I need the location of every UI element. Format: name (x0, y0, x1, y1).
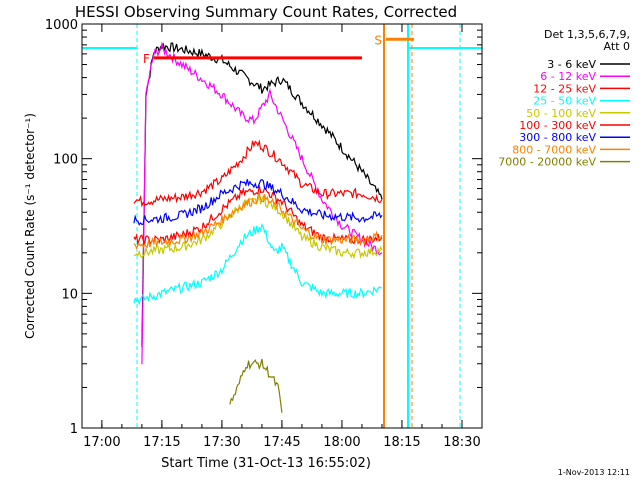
footer-timestamp: 1-Nov-2013 12:11 (558, 468, 630, 477)
series-line-9 (229, 358, 283, 413)
annotations: FS (143, 33, 414, 66)
series-line-4 (133, 223, 383, 306)
series-layer (133, 41, 383, 413)
chart-title: HESSI Observing Summary Count Rates, Cor… (75, 3, 457, 21)
series-line-8 (133, 192, 383, 250)
legend-label: 6 - 12 keV (540, 70, 596, 83)
x-tick-label: 17:30 (203, 435, 240, 450)
x-tick-label: 18:15 (383, 435, 420, 450)
legend-label: 300 - 800 keV (519, 131, 596, 144)
y-tick-label: 1 (70, 422, 78, 437)
x-tick-label: 17:15 (143, 435, 180, 450)
legend-header-line-1: Det 1,3,5,6,7,9, (544, 28, 630, 41)
x-axis-label: Start Time (31-Oct-13 16:55:02) (161, 456, 371, 471)
x-tick-label: 17:45 (263, 435, 300, 450)
axes: 17:00 17:15 17:30 17:45 18:00 18:15 18:30 1 10 10… (45, 18, 482, 450)
series-line-1 (141, 42, 383, 348)
series-line-3 (133, 139, 383, 208)
x-tick-label: 17:00 (83, 435, 120, 450)
series-line-5 (133, 194, 383, 260)
x-tick-label: 18:30 (443, 435, 480, 450)
annotation-label: F (143, 52, 150, 66)
legend-label: 100 - 300 keV (519, 119, 596, 132)
legend-label: 7000 - 20000 keV (498, 156, 596, 169)
y-tick-label: 10 (61, 287, 78, 302)
legend-header-line-2: Att 0 (604, 40, 630, 53)
x-tick-label: 18:00 (323, 435, 360, 450)
legend-label: 25 - 50 keV (533, 95, 596, 108)
series-line-7 (133, 178, 383, 226)
overlay-lines (82, 24, 482, 428)
series-line-2 (141, 41, 383, 365)
legend-label: 3 - 6 keV (547, 58, 596, 71)
y-tick-label: 100 (53, 153, 78, 168)
series-line-6 (133, 185, 383, 247)
legend-label: 800 - 7000 keV (512, 143, 596, 156)
annotation-label: S (374, 33, 382, 47)
y-tick-label: 1000 (45, 18, 78, 33)
legend-label: 50 - 100 keV (526, 107, 596, 120)
y-axis-label: Corrected Count Rate (s⁻¹ detector⁻¹) (23, 113, 37, 339)
legend-label: 12 - 25 keV (533, 82, 596, 95)
